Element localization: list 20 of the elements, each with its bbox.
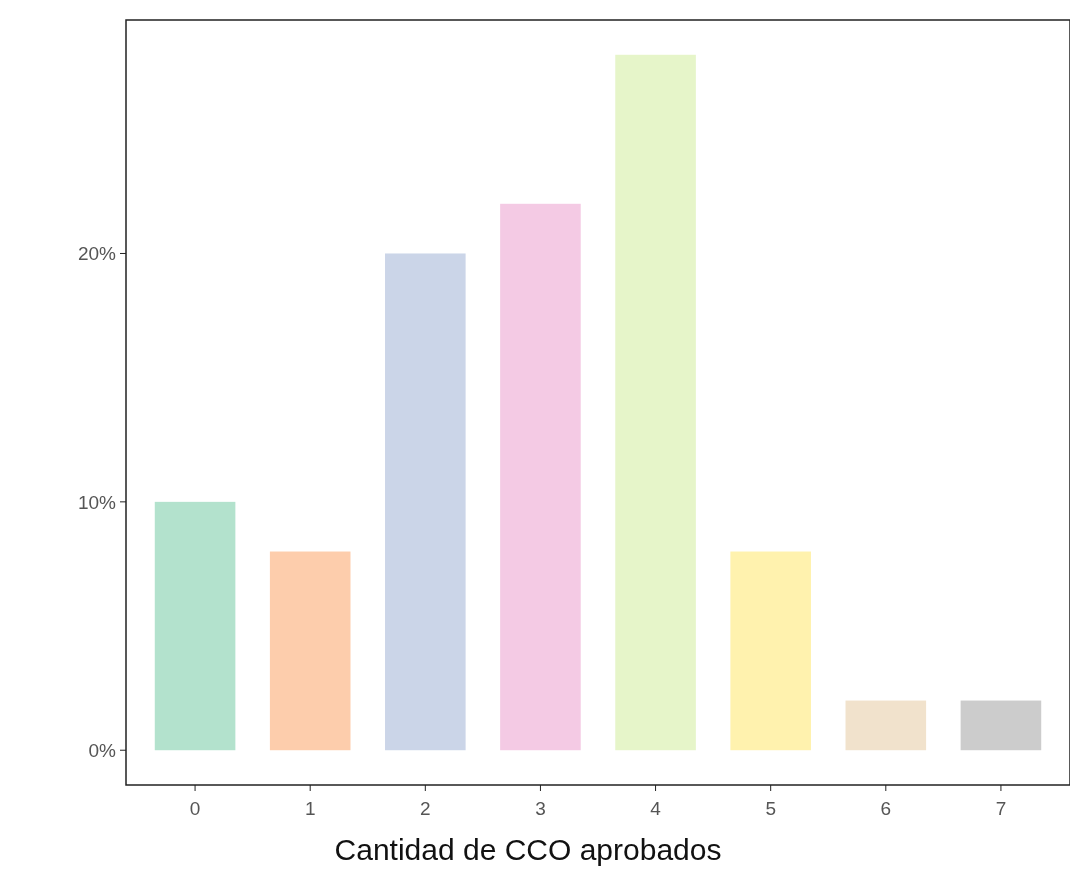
bar xyxy=(500,203,581,751)
x-tick-label: 1 xyxy=(304,798,316,819)
x-tick-label: 6 xyxy=(880,798,892,819)
bar xyxy=(615,54,696,751)
y-tick-label: 0% xyxy=(88,739,117,761)
bar xyxy=(269,551,351,751)
x-tick-label: 5 xyxy=(765,798,776,819)
bar xyxy=(730,551,811,751)
bar xyxy=(385,253,466,751)
y-tick-label: 10% xyxy=(77,491,117,513)
x-axis-title: Cantidad de CCO aprobados xyxy=(334,833,722,866)
x-tick-label: 4 xyxy=(650,798,662,819)
bar xyxy=(154,501,236,751)
x-tick-label: 0 xyxy=(189,798,201,819)
x-tick-label: 7 xyxy=(995,798,1007,819)
x-tick-label: 3 xyxy=(535,798,546,819)
x-tick-label: 2 xyxy=(420,798,431,819)
y-tick-label: 20% xyxy=(77,243,117,265)
bar xyxy=(960,700,1042,751)
bar xyxy=(845,700,927,751)
